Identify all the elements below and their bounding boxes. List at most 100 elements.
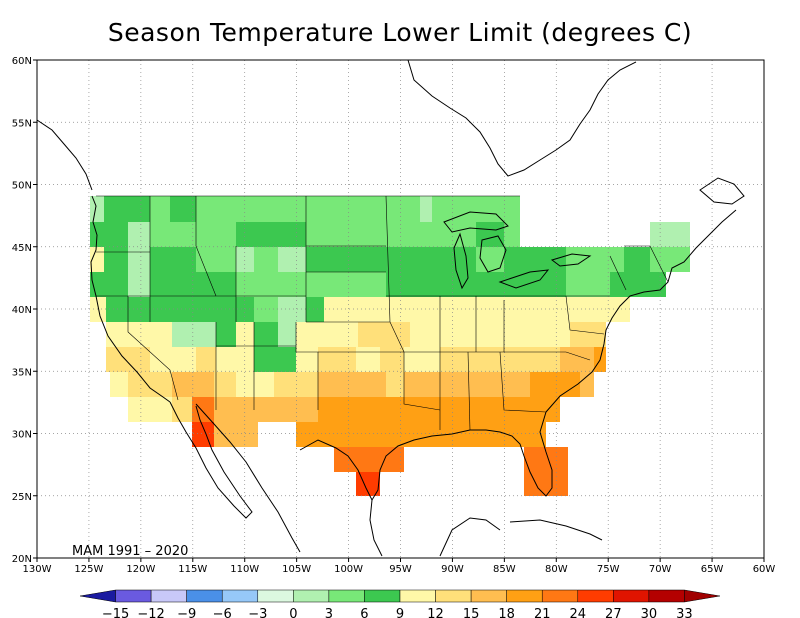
colorbar-swatch bbox=[257, 589, 294, 603]
grid-cell bbox=[386, 372, 404, 397]
grid-cell bbox=[104, 222, 128, 247]
grid-cell bbox=[90, 272, 128, 297]
colorbar-swatch bbox=[364, 589, 401, 603]
grid-cell bbox=[306, 196, 420, 222]
coastline-path bbox=[443, 211, 509, 233]
grid-cell bbox=[128, 272, 150, 297]
grid-cell bbox=[128, 322, 172, 347]
state-border bbox=[127, 296, 179, 401]
colorbar-label: 12 bbox=[427, 607, 444, 618]
y-tick-label: 40N bbox=[12, 305, 32, 316]
grid-cell bbox=[106, 297, 128, 322]
y-tick-label: 50N bbox=[12, 181, 32, 192]
colorbar-label: 33 bbox=[676, 607, 693, 618]
colorbar-label: −12 bbox=[137, 607, 164, 618]
grid-cell bbox=[404, 372, 440, 397]
grid-cell bbox=[386, 222, 476, 247]
grid-cell bbox=[110, 372, 128, 397]
grid-cell bbox=[128, 397, 172, 422]
grid-cell bbox=[196, 272, 236, 297]
grid-cell bbox=[650, 247, 690, 272]
grid-cell bbox=[296, 322, 324, 347]
grid-cell bbox=[318, 422, 404, 447]
grid-cell bbox=[90, 247, 104, 272]
x-tick-label: 120W bbox=[126, 564, 155, 575]
colorbar-label: 18 bbox=[498, 607, 515, 618]
grid-cell bbox=[254, 196, 306, 222]
grid-cell bbox=[296, 397, 318, 422]
coastline-path bbox=[479, 235, 507, 273]
grid-cell bbox=[334, 447, 404, 472]
x-tick-label: 90W bbox=[441, 564, 464, 575]
colorbar-swatch bbox=[541, 589, 579, 603]
y-tick-label: 20N bbox=[12, 554, 32, 565]
grid-cell bbox=[358, 322, 410, 347]
grid-cell bbox=[90, 196, 104, 222]
grid-cell bbox=[410, 322, 570, 347]
state-border bbox=[499, 351, 547, 413]
grid-cell bbox=[128, 372, 172, 397]
coastline-path bbox=[369, 499, 383, 557]
grid-cell bbox=[196, 247, 236, 272]
grid-cell bbox=[306, 297, 324, 322]
grid-cell bbox=[624, 247, 650, 272]
grid-cell bbox=[170, 196, 196, 222]
x-tick-label: 115W bbox=[178, 564, 207, 575]
grid-cell bbox=[178, 222, 236, 247]
colorbar-swatch bbox=[79, 589, 116, 603]
x-tick-label: 130W bbox=[23, 564, 52, 575]
grid-cell bbox=[196, 372, 214, 397]
grid-cell bbox=[254, 347, 296, 372]
colorbar-label: 6 bbox=[360, 607, 368, 618]
colorbar-label: 24 bbox=[570, 607, 587, 618]
x-tick-label: 110W bbox=[230, 564, 259, 575]
grid-cell bbox=[106, 322, 128, 347]
grid-cell bbox=[356, 347, 380, 372]
grid-cell bbox=[214, 422, 258, 447]
grid-cell bbox=[214, 372, 236, 397]
state-border bbox=[609, 255, 627, 291]
grid-cell bbox=[432, 196, 520, 222]
colorbar-label: 3 bbox=[325, 607, 333, 618]
grid-cell bbox=[306, 272, 386, 297]
colorbar-label: 0 bbox=[289, 607, 297, 618]
grid-cell bbox=[544, 397, 560, 422]
state-border bbox=[467, 351, 471, 431]
grid-cell bbox=[306, 222, 386, 247]
state-border bbox=[389, 321, 405, 353]
y-tick-label: 60N bbox=[12, 56, 32, 67]
grid-cell bbox=[500, 397, 544, 422]
grid-cell bbox=[192, 397, 214, 422]
grid-cell bbox=[128, 297, 150, 322]
x-tick-label: 85W bbox=[493, 564, 516, 575]
longitude-ticks: 130W 125W 120W 115W 110W 105W 100W 95W 90W 85W 80W… bbox=[23, 558, 775, 575]
coastline-path bbox=[699, 177, 745, 205]
x-tick-label: 70W bbox=[649, 564, 672, 575]
x-tick-label: 65W bbox=[701, 564, 724, 575]
grid-cell bbox=[570, 322, 606, 347]
grid-cell bbox=[172, 397, 192, 422]
x-tick-label: 75W bbox=[597, 564, 620, 575]
grid-cell bbox=[504, 247, 566, 272]
grid-cell bbox=[214, 397, 236, 422]
coastline-path bbox=[439, 517, 501, 557]
x-tick-label: 105W bbox=[282, 564, 311, 575]
grid-cell bbox=[504, 222, 520, 247]
colorbar-swatch bbox=[613, 589, 650, 603]
grid-cell bbox=[278, 247, 306, 272]
grid-cell bbox=[650, 222, 690, 247]
grid-cell bbox=[236, 397, 296, 422]
grid-cell bbox=[476, 222, 504, 247]
state-border bbox=[385, 195, 391, 323]
grid-cell bbox=[254, 297, 278, 322]
colorbar-swatch bbox=[399, 589, 436, 603]
grid-cell bbox=[216, 297, 254, 322]
state-border bbox=[195, 196, 217, 297]
coastline-path bbox=[550, 253, 592, 267]
colorbar-label: 9 bbox=[396, 607, 404, 618]
colorbar-swatch bbox=[186, 589, 223, 603]
state-borders bbox=[96, 195, 669, 431]
coastline-path bbox=[36, 119, 93, 191]
grid-cell bbox=[420, 196, 432, 222]
